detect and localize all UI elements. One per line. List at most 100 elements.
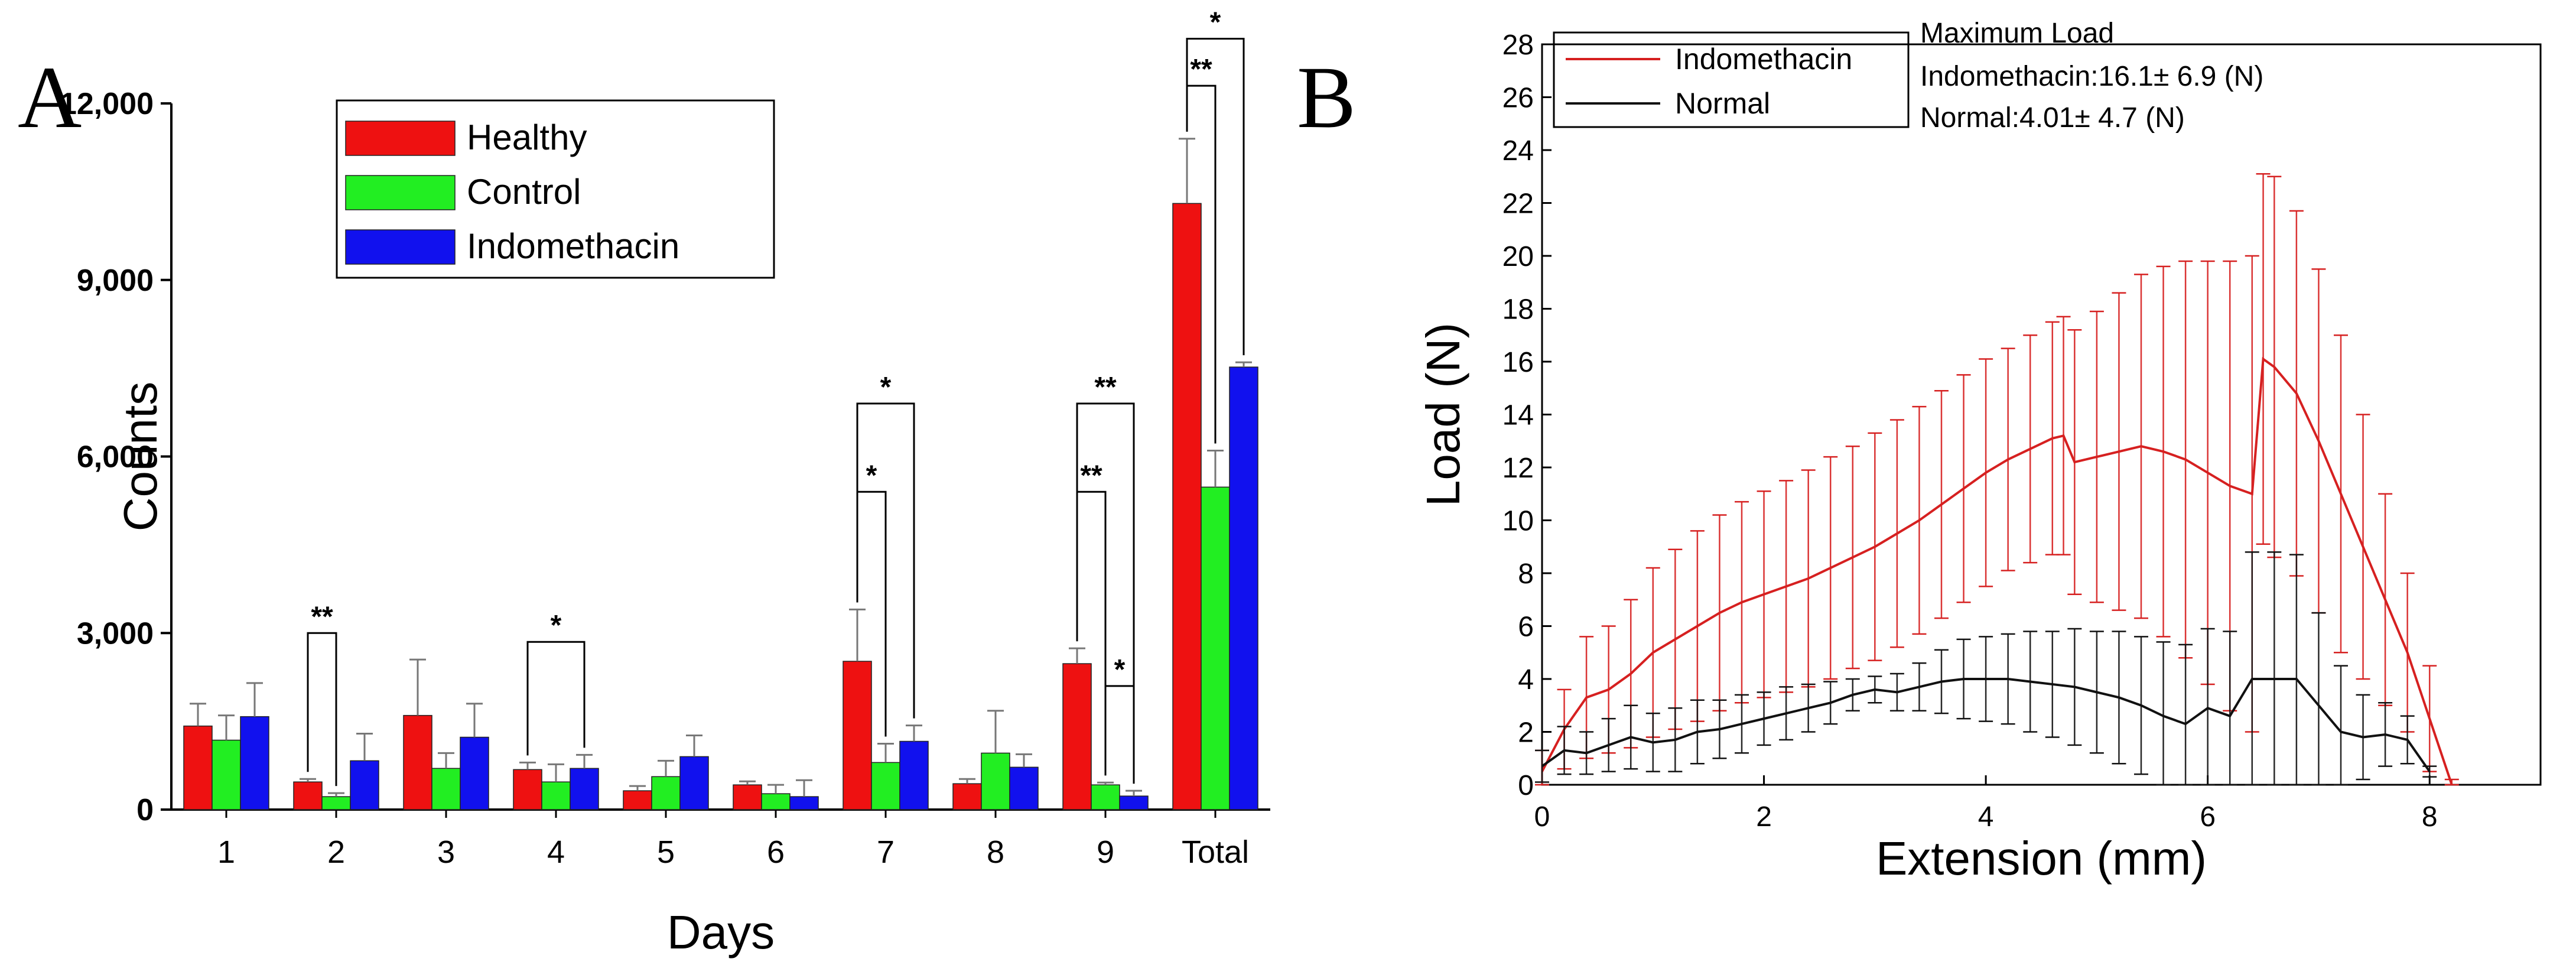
panel-a-significance-marker: * (1210, 7, 1221, 38)
panel-b-info-indomethacin: Indomethacin:16.1± 6.9 (N) (1920, 61, 2263, 92)
panel-a-x-tick-label: 1 (217, 834, 235, 870)
panel-a-bar (431, 768, 461, 810)
panel-a-y-axis-title: Counts (114, 382, 167, 531)
panel-a-x-tick-label: 2 (327, 834, 345, 870)
panel-a-x-tick-label: 4 (547, 834, 565, 870)
panel-a-bar (1172, 203, 1202, 810)
panel-b-y-tick-label: 4 (1518, 664, 1534, 696)
panel-a-bar (899, 740, 929, 810)
panel-a-bar (240, 716, 269, 810)
panel-a-x-tick-label: 6 (767, 834, 785, 870)
panel-a-bar (761, 793, 791, 810)
panel-b-legend: Indomethacin Normal (1553, 31, 1910, 128)
panel-a-significance-marker: * (880, 372, 892, 403)
panel-b-x-tick-label: 8 (2422, 801, 2438, 833)
panel-a-legend: Healthy Control Indomethacin (336, 99, 775, 279)
panel-a-x-tick-label: 9 (1097, 834, 1114, 870)
panel-b-y-tick-label: 26 (1502, 83, 1534, 114)
panel-a-x-tick-label: Total (1182, 834, 1249, 870)
panel-a-significance-marker: ** (1080, 460, 1102, 491)
panel-a-bar (843, 661, 872, 810)
panel-a-legend-swatch (345, 121, 456, 156)
panel-b-legend-box (1553, 31, 1910, 128)
panel-a-significance-bracket (1186, 37, 1245, 356)
panel-a-y-tick-label: 12,000 (60, 87, 154, 121)
panel-a-x-tick-label: 7 (877, 834, 895, 870)
panel-a-legend-swatch (345, 175, 456, 210)
panel-a-y-tick-label: 6,000 (77, 440, 154, 475)
panel-a-bar (1062, 663, 1092, 810)
panel-a-y-tick-label: 0 (136, 793, 154, 827)
panel-b-label: B (1297, 48, 1356, 147)
panel-b-legend-label: Normal (1675, 87, 1770, 120)
panel-b-y-tick-label: 20 (1502, 241, 1534, 272)
panel-a-y-tick-label: 9,000 (77, 264, 154, 298)
panel-a-bar (1229, 366, 1258, 810)
panel-a-legend-label: Healthy (467, 118, 587, 157)
panel-a-y-tick-label: 3,000 (77, 616, 154, 651)
panel-a-bar (1091, 784, 1120, 810)
panel-a-significance-marker: ** (311, 601, 333, 632)
panel-a-significance-marker: * (866, 460, 877, 491)
panel-a-bar (789, 796, 819, 810)
panel-a-significance-bracket (526, 641, 586, 756)
panel-b-legend-label: Indomethacin (1675, 43, 1852, 76)
panel-a-bar (733, 784, 762, 810)
panel-a-significance-bracket (1076, 402, 1135, 784)
panel-a-x-tick-label: 8 (987, 834, 1004, 870)
panel-a-bar (293, 781, 323, 810)
panel-a-bar (952, 783, 982, 810)
panel-a-significance-marker: * (1114, 654, 1126, 685)
panel-b-y-axis-title: Load (N) (1417, 323, 1469, 506)
panel-b-y-tick-label: 14 (1502, 400, 1534, 431)
panel-a-legend-label: Control (467, 172, 581, 212)
panel-a-significance-marker: * (551, 610, 562, 641)
panel-a-bar (1201, 486, 1230, 810)
panel-b-x-axis-title: Extension (mm) (1876, 832, 2207, 885)
panel-b-y-tick-label: 10 (1502, 506, 1534, 537)
panel-a-x-tick-label: 5 (657, 834, 675, 870)
panel-b-y-tick-label: 16 (1502, 347, 1534, 378)
panel-b-y-tick-label: 6 (1518, 612, 1534, 643)
panel-a-legend-swatch (345, 229, 456, 265)
panel-a-bar (679, 756, 709, 810)
panel-a-x-axis-title: Days (667, 906, 775, 958)
panel-a-bar (1009, 766, 1039, 810)
panel-a-significance-marker: ** (1190, 54, 1212, 85)
panel-a-bar (183, 725, 213, 810)
panel-a-legend-label: Indomethacin (467, 226, 679, 266)
panel-a-x-tick-label: 3 (437, 834, 455, 870)
panel-a-bar (350, 760, 379, 810)
panel-a-bar (403, 714, 432, 810)
panel-b-y-tick-label: 12 (1502, 453, 1534, 484)
panel-a-bar (212, 739, 241, 810)
panel-b-x-tick-label: 6 (2200, 801, 2216, 833)
panel-a-chart: Days Counts Healthy Control Indomethacin 0… (60, 7, 1270, 958)
panel-a-bar (541, 781, 571, 810)
panel-a-significance-bracket (856, 402, 915, 719)
panel-a-label: A (18, 48, 82, 147)
panel-a-significance-marker: ** (1094, 372, 1117, 403)
panel-b-info-normal: Normal:4.01± 4.7 (N) (1920, 102, 2185, 134)
panel-b-y-tick-label: 22 (1502, 189, 1534, 220)
panel-b-y-tick-label: 0 (1518, 770, 1534, 801)
panel-b-chart: Extension (mm) Load (N) Indomethacin Norm… (1417, 18, 2542, 885)
panel-b-series-line (1541, 678, 2431, 772)
panel-b-x-tick-label: 0 (1534, 801, 1550, 833)
panel-a-significance-bracket (307, 632, 337, 787)
panel-a-bar (513, 769, 542, 810)
panel-b-y-tick-label: 28 (1502, 30, 1534, 61)
panel-a-significance-bracket (1104, 685, 1135, 784)
panel-b-y-tick-label: 24 (1502, 135, 1534, 167)
panel-a-bar (981, 752, 1010, 810)
panel-a-bar (321, 796, 351, 810)
panel-b-y-tick-label: 8 (1518, 558, 1534, 590)
panel-a-bar (623, 790, 652, 810)
panel-a-bar (1119, 795, 1149, 810)
panel-b-y-tick-label: 18 (1502, 294, 1534, 326)
panel-a-bar (871, 762, 900, 810)
panel-a-bar (651, 776, 681, 810)
panel-a-bar (460, 736, 489, 810)
panel-b-x-tick-label: 2 (1756, 801, 1772, 833)
